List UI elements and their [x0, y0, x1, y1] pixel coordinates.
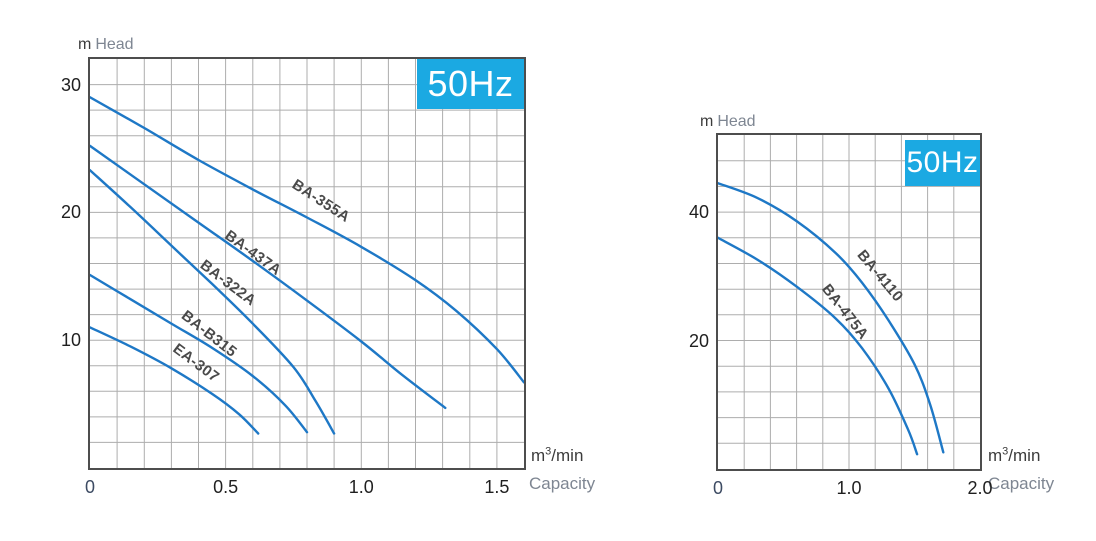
curve-label-ba-b315: BA-B315: [178, 306, 241, 361]
x-axis-unit: m3/min: [988, 446, 1040, 466]
y-axis-title: m Head: [78, 36, 134, 54]
x-tick-1.0: 1.0: [836, 478, 862, 498]
grid-lines: [718, 135, 980, 469]
curve-label-ba-355a: BA-355A: [288, 175, 353, 226]
x-tick-2.0: 2.0: [967, 478, 993, 498]
x-tick-1.5: 1.5: [484, 477, 510, 497]
x-axis-unit-sup: 3: [1002, 445, 1009, 458]
pump-curve-ba-322a: [90, 169, 336, 435]
x-axis-unit-rest: /min: [1008, 446, 1041, 465]
pump-curve-ba-4110: [718, 182, 945, 454]
curve-label-ba-4110: BA-4110: [853, 246, 907, 305]
curve-label-ba-437a: BA-437A: [221, 227, 285, 280]
frequency-badge: 50Hz: [905, 140, 980, 186]
pump-curve-ba-355a: [90, 96, 524, 384]
curve-label-ea-307: EA-307: [169, 340, 223, 387]
curve-label-ba-475a: BA-475A: [818, 281, 872, 344]
y-tick-10: 10: [60, 330, 81, 351]
x-tick-0: 0: [84, 477, 96, 497]
pump-curve-ba-437a: [90, 144, 447, 410]
x-axis-unit: m3/min: [531, 446, 583, 466]
plot-area: 50Hz BA-355A BA-437A BA-322A BA-B315 EA-307: [88, 57, 526, 470]
curve-label-ba-322a: BA-322A: [197, 256, 260, 310]
y-axis-title: m Head: [700, 113, 756, 131]
y-tick-30: 30: [60, 74, 81, 95]
x-tick-0: 0: [712, 478, 724, 498]
pump-curve-ba-b315: [90, 273, 309, 434]
x-tick-0.5: 0.5: [213, 477, 239, 497]
x-axis-name: Capacity: [988, 474, 1055, 493]
y-tick-20: 20: [688, 330, 709, 351]
x-tick-1.0: 1.0: [348, 477, 374, 497]
plot-area: 50Hz BA-4110 BA-475A: [716, 133, 982, 471]
x-axis-name: Capacity: [529, 474, 596, 493]
y-tick-20: 20: [60, 202, 81, 223]
x-axis-unit-rest: /min: [551, 446, 584, 465]
y-tick-40: 40: [688, 202, 709, 223]
y-axis-name: Head: [717, 113, 756, 130]
grid-lines: [90, 59, 524, 468]
x-axis-unit-base: m: [988, 446, 1003, 465]
pump-curve-ea-307: [90, 326, 260, 435]
pump-curve-ba-475a: [718, 236, 919, 456]
frequency-badge: 50Hz: [417, 59, 524, 109]
x-axis-unit-base: m: [531, 446, 546, 465]
x-axis-unit-sup: 3: [545, 445, 552, 458]
y-axis-unit: m: [78, 36, 92, 53]
y-axis-unit: m: [700, 113, 714, 130]
y-axis-name: Head: [95, 36, 134, 53]
curves-svg: [718, 135, 980, 469]
curves-svg: [90, 59, 524, 468]
